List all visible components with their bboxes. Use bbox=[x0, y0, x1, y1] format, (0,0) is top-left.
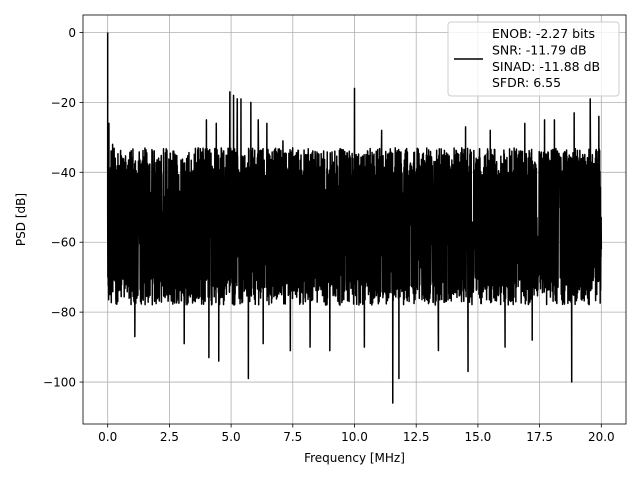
legend-box bbox=[447, 21, 620, 97]
x-tick-label: 15.0 bbox=[465, 430, 492, 444]
x-tick-label: 12.5 bbox=[403, 430, 430, 444]
tick-layer: 0.0 2.5 5.0 7.5 10.0 12.5 15.0 17.5 20.0 0 −20 −40 −… bbox=[43, 26, 615, 444]
legend: ENOB: -2.27 bits SNR: -11.79 dB SINAD: -… bbox=[447, 21, 620, 97]
x-tick-label: 0.0 bbox=[98, 430, 117, 444]
y-tick-label: −60 bbox=[51, 236, 76, 250]
x-tick-label: 7.5 bbox=[283, 430, 302, 444]
legend-entry-sinad: SINAD: -11.88 dB bbox=[492, 59, 600, 74]
x-tick-label: 17.5 bbox=[526, 430, 553, 444]
x-tick-label: 20.0 bbox=[588, 430, 615, 444]
x-tick-label: 5.0 bbox=[222, 430, 241, 444]
y-tick-label: −40 bbox=[51, 166, 76, 180]
legend-entry-sfdr: SFDR: 6.55 bbox=[492, 75, 561, 90]
data-layer bbox=[106, 32, 603, 404]
x-tick-label: 10.0 bbox=[341, 430, 368, 444]
legend-entry-snr: SNR: -11.79 dB bbox=[492, 42, 587, 57]
y-tick-label: −80 bbox=[51, 306, 76, 320]
y-axis-label: PSD [dB] bbox=[14, 193, 28, 246]
x-axis-label: Frequency [MHz] bbox=[304, 451, 405, 465]
legend-entry-enob: ENOB: -2.27 bits bbox=[492, 26, 595, 41]
y-tick-label: −100 bbox=[43, 376, 76, 390]
x-tick-label: 2.5 bbox=[160, 430, 179, 444]
y-tick-label: −20 bbox=[51, 96, 76, 110]
y-tick-label: 0 bbox=[68, 26, 76, 40]
psd-series-line bbox=[106, 32, 603, 404]
